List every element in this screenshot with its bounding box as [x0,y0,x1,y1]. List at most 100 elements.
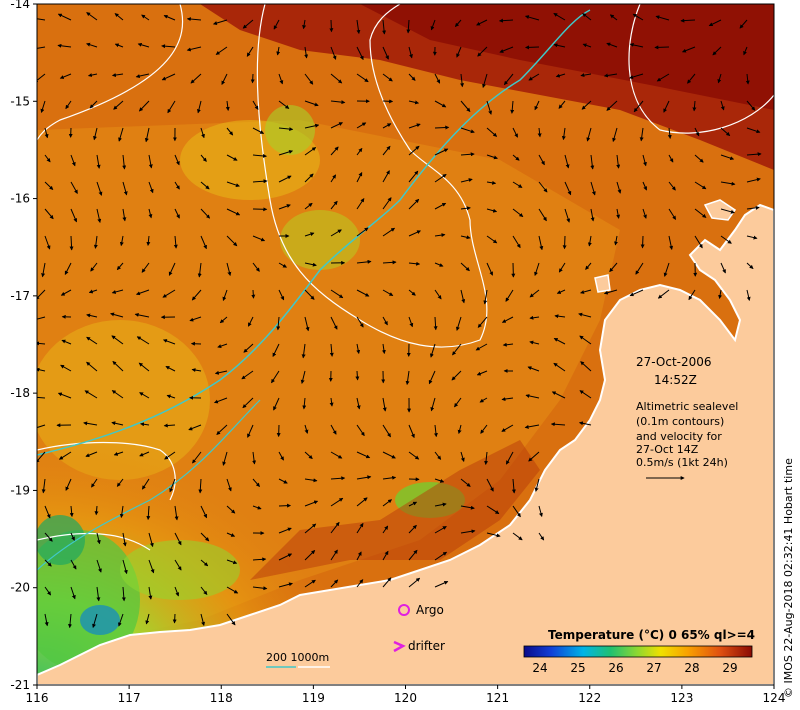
velocity-arrow [217,343,228,348]
velocity-arrow [746,262,754,270]
velocity-arrow [586,127,592,142]
velocity-arrow [590,208,595,222]
velocity-arrow [534,100,540,111]
velocity-arrow [408,46,413,59]
velocity-arrow [460,127,475,134]
velocity-arrow [64,262,72,275]
velocity-arrow [635,262,644,275]
colorbar-tick-label: 24 [532,661,547,675]
velocity-arrow [200,181,210,190]
velocity-arrow [629,42,644,48]
velocity-arrow [356,122,367,129]
velocity-arrow [330,424,337,435]
velocity-arrow [141,14,150,21]
velocity-arrow [163,423,176,428]
velocity-arrow [162,289,176,298]
velocity-arrow [89,100,98,109]
velocity-arrow [273,397,280,411]
velocity-arrow [278,553,293,561]
velocity-arrow [86,42,98,48]
velocity-arrow [168,262,176,276]
velocity-arrow [382,227,396,237]
velocity-arrow [226,181,240,188]
velocity-arrow [382,397,387,412]
velocity-arrow [226,262,232,277]
velocity-arrow [148,154,153,169]
velocity-arrow [212,19,228,25]
velocity-arrow [116,478,124,487]
velocity-arrow [330,549,338,561]
velocity-arrow [510,100,515,114]
velocity-arrow [382,170,390,183]
velocity-arrow [746,205,760,210]
velocity-arrow [252,478,260,488]
velocity-arrow [330,451,343,459]
velocity-arrow [119,505,124,519]
velocity-arrow [408,316,414,328]
velocity-arrow [356,259,372,264]
velocity-arrow [226,532,236,537]
velocity-arrow [408,577,421,588]
velocity-arrow [639,127,644,142]
velocity-arrow [58,451,72,460]
velocity-arrow [564,154,570,169]
velocity-arrow [96,154,101,169]
velocity-arrow [538,208,547,222]
velocity-arrow [329,343,334,357]
velocity-arrow [278,262,287,268]
velocity-arrow [87,73,98,77]
velocity-arrow [382,451,396,459]
velocity-arrow [538,532,545,541]
y-tick-label: -15 [10,94,30,108]
velocity-arrow [200,235,207,250]
velocity-arrow [486,262,493,276]
velocity-arrow [554,314,566,319]
velocity-arrow [745,73,750,85]
velocity-arrow [382,46,389,60]
velocity-arrow [406,19,411,34]
velocity-vectors [37,12,762,629]
velocity-arrow [70,586,76,600]
velocity-arrow [694,154,704,163]
velocity-arrow [457,424,462,435]
x-tick-label: 123 [670,691,693,705]
velocity-arrow [746,177,761,183]
velocity-arrow [114,13,124,21]
velocity-arrow [356,424,365,437]
velocity-arrow [213,397,228,404]
velocity-arrow [174,532,182,546]
velocity-arrow [172,613,177,624]
velocity-arrow [553,362,566,372]
velocity-arrow [90,262,98,272]
velocity-arrow [667,127,672,139]
velocity-arrow [84,390,98,399]
velocity-arrow [590,154,595,170]
colorbar-title: Temperature (°C) 0 65% ql>=4 [548,628,755,642]
velocity-arrow [460,206,471,211]
velocity-arrow [252,557,267,562]
velocity-arrow [164,451,176,460]
velocity-arrow [330,174,337,183]
velocity-arrow [191,289,202,301]
velocity-arrow [720,154,735,161]
velocity-arrow [174,586,180,597]
velocity-arrow [655,15,670,21]
velocity-arrow [512,127,518,138]
velocity-arrow [114,43,124,48]
velocity-arrow [629,289,644,297]
velocity-arrow [434,100,447,108]
velocity-arrow [146,505,151,521]
velocity-arrow [37,18,46,21]
velocity-arrow [113,451,124,456]
velocity-arrow [252,505,262,510]
velocity-arrow [555,73,566,78]
velocity-arrow [477,46,488,57]
velocity-arrow [501,397,514,402]
velocity-arrow [408,145,420,156]
y-tick-label: -19 [10,483,30,497]
velocity-arrow [746,100,756,111]
velocity-arrow [524,15,540,21]
velocity-arrow [434,502,447,507]
velocity-arrow [484,451,489,465]
velocity-arrow [408,501,418,507]
